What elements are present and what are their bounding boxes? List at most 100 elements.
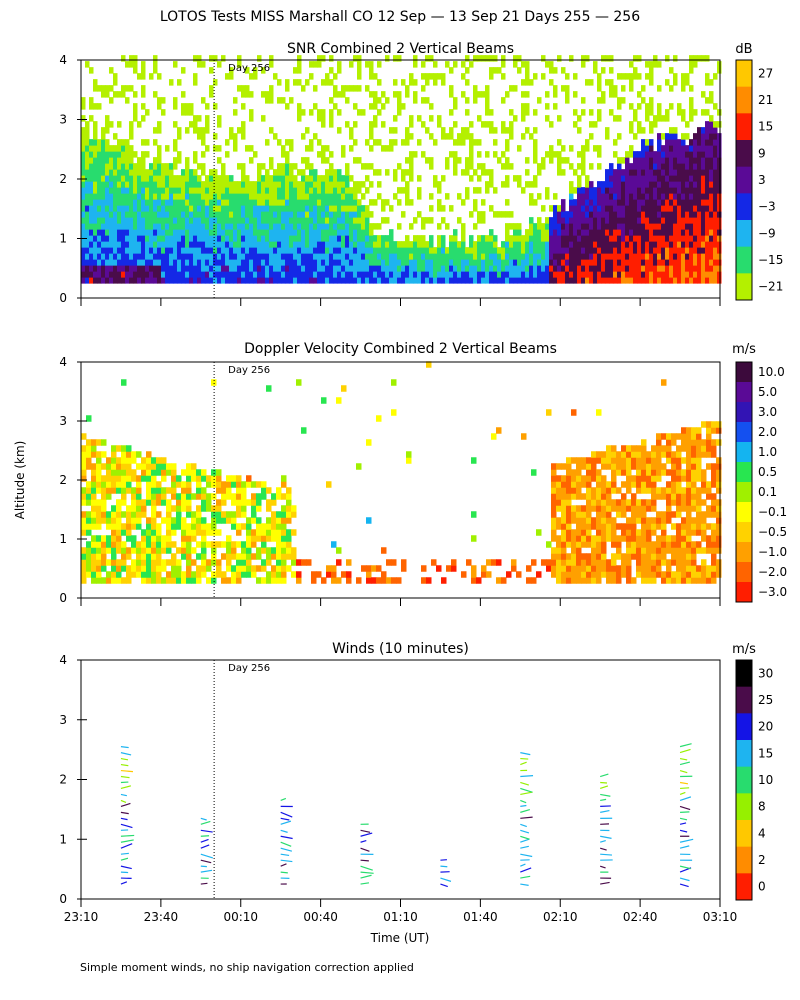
snr-cell — [445, 271, 450, 278]
snr-cell — [369, 103, 374, 110]
snr-cell — [573, 265, 578, 272]
doppler-cell — [116, 505, 122, 512]
doppler-cell — [236, 511, 242, 518]
snr-cell — [553, 91, 558, 98]
doppler-cell — [331, 577, 337, 584]
snr-cell — [309, 247, 314, 254]
snr-cell — [257, 235, 262, 242]
snr-cell — [629, 199, 634, 206]
doppler-cell — [616, 463, 622, 470]
snr-cell — [221, 277, 226, 284]
snr-cell — [229, 229, 234, 236]
doppler-cell — [686, 451, 692, 458]
snr-cell — [405, 127, 410, 134]
doppler-cell — [611, 463, 617, 470]
doppler-cell — [196, 475, 202, 482]
doppler-cell — [106, 463, 112, 470]
snr-cell — [225, 217, 230, 224]
doppler-cell — [286, 493, 292, 500]
snr-cell — [461, 253, 466, 260]
snr-cell — [97, 193, 102, 200]
snr-cell — [601, 199, 606, 206]
snr-cell — [241, 169, 246, 176]
doppler-cell — [581, 475, 587, 482]
doppler-cell — [686, 457, 692, 464]
snr-cell — [221, 175, 226, 182]
snr-cell — [129, 163, 134, 170]
snr-cell — [413, 217, 418, 224]
snr-cell — [377, 259, 382, 266]
snr-cell — [565, 241, 570, 248]
snr-cell — [641, 193, 646, 200]
doppler-cell — [661, 571, 667, 578]
snr-cell — [581, 223, 586, 230]
snr-cell — [89, 193, 94, 200]
snr-cell — [633, 67, 638, 74]
snr-cell — [129, 61, 134, 68]
snr-cell — [297, 211, 302, 218]
snr-cell — [713, 139, 718, 146]
snr-cell — [97, 235, 102, 242]
doppler-cell — [241, 487, 247, 494]
snr-cell — [493, 55, 498, 62]
doppler-cell — [671, 523, 677, 530]
snr-cell — [429, 193, 434, 200]
snr-cell — [81, 97, 86, 104]
snr-cell — [109, 211, 114, 218]
snr-cell — [709, 151, 714, 158]
snr-cell — [425, 247, 430, 254]
snr-cell — [489, 109, 494, 116]
snr-cell — [597, 253, 602, 260]
snr-cell — [213, 145, 218, 152]
snr-cell — [489, 73, 494, 80]
snr-cell — [201, 277, 206, 284]
snr-cell — [629, 79, 634, 86]
snr-cell — [581, 277, 586, 284]
snr-cell — [581, 109, 586, 116]
snr-cell — [249, 217, 254, 224]
snr-cell — [617, 133, 622, 140]
snr-cell — [561, 235, 566, 242]
snr-cell — [137, 73, 142, 80]
snr-cell — [461, 61, 466, 68]
snr-cell — [357, 205, 362, 212]
snr-cell — [485, 241, 490, 248]
snr-cell — [533, 175, 538, 182]
snr-cell — [533, 73, 538, 80]
snr-cell — [637, 277, 642, 284]
snr-cell — [193, 199, 198, 206]
colorbar-label: 3 — [758, 173, 766, 187]
doppler-cell — [636, 553, 642, 560]
doppler-cell — [171, 505, 177, 512]
snr-cell — [249, 199, 254, 206]
snr-cell — [285, 193, 290, 200]
snr-cell — [293, 253, 298, 260]
snr-cell — [97, 85, 102, 92]
snr-cell — [341, 181, 346, 188]
snr-cell — [125, 247, 130, 254]
snr-cell — [185, 103, 190, 110]
snr-cell — [101, 181, 106, 188]
snr-cell — [357, 259, 362, 266]
snr-cell — [205, 271, 210, 278]
snr-cell — [613, 265, 618, 272]
snr-cell — [89, 277, 94, 284]
doppler-cell — [661, 445, 667, 452]
snr-cell — [697, 259, 702, 266]
snr-cell — [325, 205, 330, 212]
snr-cell — [257, 223, 262, 230]
colorbar-swatch — [736, 193, 752, 221]
snr-cell — [333, 169, 338, 176]
snr-cell — [665, 223, 670, 230]
snr-cell — [189, 103, 194, 110]
snr-cell — [109, 163, 114, 170]
snr-cell — [625, 157, 630, 164]
snr-cell — [117, 211, 122, 218]
snr-cell — [481, 163, 486, 170]
colorbar-swatch — [736, 140, 752, 168]
doppler-cell — [156, 481, 162, 488]
snr-cell — [277, 247, 282, 254]
snr-cell — [201, 247, 206, 254]
snr-cell — [309, 271, 314, 278]
doppler-cell — [236, 565, 242, 572]
